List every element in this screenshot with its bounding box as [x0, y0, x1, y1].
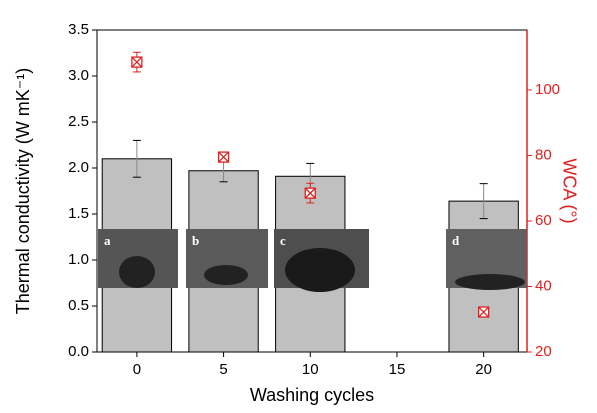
x-tick-label: 0	[133, 361, 141, 378]
y-tick-label: 0.5	[68, 297, 89, 314]
y-tick-label: 0.0	[68, 343, 89, 360]
insets: a b c d	[98, 229, 527, 292]
y-tick-label: 2.0	[68, 159, 89, 176]
y2-tick-label: 80	[535, 146, 552, 163]
y-axis-label: Thermal conductivity (W mK⁻¹)	[13, 68, 33, 315]
y-tick-label: 1.0	[68, 251, 89, 268]
y-tick-label: 3.5	[68, 21, 89, 38]
y-tick-label: 1.5	[68, 205, 89, 222]
y2-axis-label: WCA (°)	[559, 158, 579, 223]
inset-drop	[455, 274, 525, 290]
x-tick-label: 5	[219, 361, 227, 378]
inset-label: c	[280, 233, 286, 248]
y-tick-label: 2.5	[68, 113, 89, 130]
inset-drop	[119, 256, 155, 288]
inset-label: b	[192, 233, 199, 248]
inset-drop	[285, 248, 355, 292]
y2-tick-label: 20	[535, 343, 552, 360]
y2-tick-label: 60	[535, 212, 552, 229]
point-cross	[218, 151, 230, 163]
x-tick-label: 15	[389, 361, 406, 378]
point-cross	[478, 306, 490, 318]
y2-tick-label: 40	[535, 277, 552, 294]
x-axis-label: Washing cycles	[250, 385, 374, 405]
point-cross	[131, 56, 143, 68]
y2-tick-label: 100	[535, 81, 560, 98]
inset-label: a	[104, 233, 111, 248]
x-tick-label: 20	[475, 361, 492, 378]
x-tick-label: 10	[302, 361, 319, 378]
inset-label: d	[452, 233, 460, 248]
point-cross	[304, 187, 316, 199]
inset-drop	[204, 265, 248, 285]
y-tick-label: 3.0	[68, 67, 89, 84]
